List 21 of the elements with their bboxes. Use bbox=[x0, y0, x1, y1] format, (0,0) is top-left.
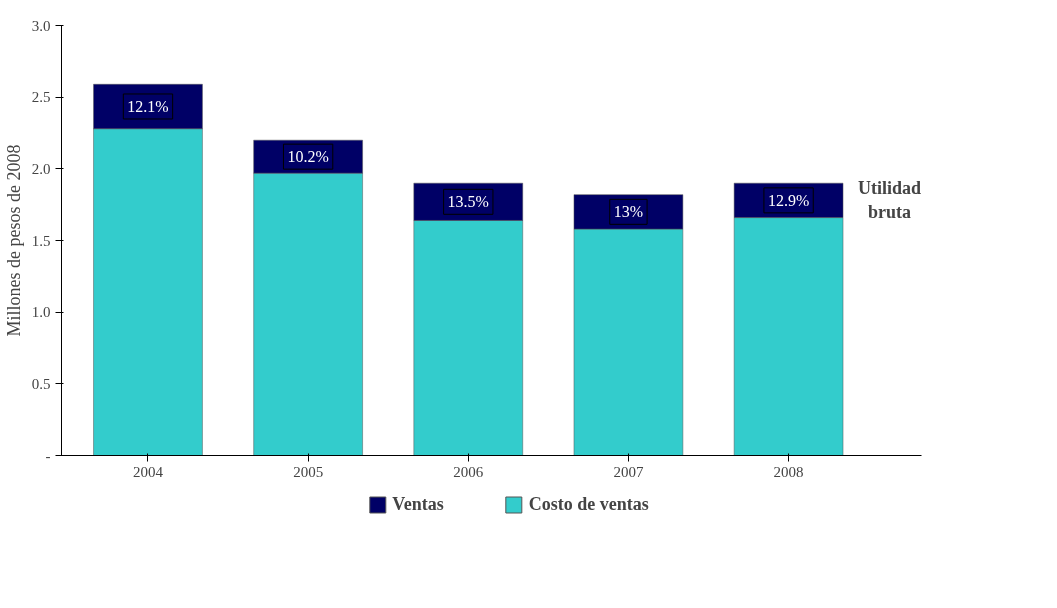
annotation: Utilidad bruta bbox=[857, 178, 921, 223]
annotation: 12.1% bbox=[127, 97, 169, 115]
y-axis-title: Millones de pesos de 2008 bbox=[3, 144, 24, 337]
annotation: 10.2% bbox=[287, 148, 329, 166]
y-tick-label: 1.5 bbox=[31, 232, 51, 249]
x-tick-label: 2004 bbox=[132, 463, 164, 480]
y-tick-label: 3.0 bbox=[31, 17, 51, 34]
annotation: 13.5% bbox=[447, 193, 489, 211]
x-tick-label: 2007 bbox=[613, 463, 644, 480]
x-tick-label: 2008 bbox=[773, 463, 804, 480]
legend-label: Ventas bbox=[392, 493, 444, 515]
legend-label: Costo de ventas bbox=[528, 493, 649, 515]
annotation: 12.9% bbox=[767, 191, 810, 209]
x-tick-label: 2006 bbox=[453, 463, 484, 480]
y-tick-label: 2.0 bbox=[31, 160, 51, 177]
y-tick-label: - bbox=[45, 447, 51, 464]
annotation: 13% bbox=[613, 203, 644, 221]
x-tick-label: 2005 bbox=[293, 463, 324, 480]
y-tick-label: 0.5 bbox=[31, 375, 51, 392]
y-tick-label: 2.5 bbox=[31, 89, 51, 106]
y-tick-label: 1.0 bbox=[31, 304, 51, 321]
